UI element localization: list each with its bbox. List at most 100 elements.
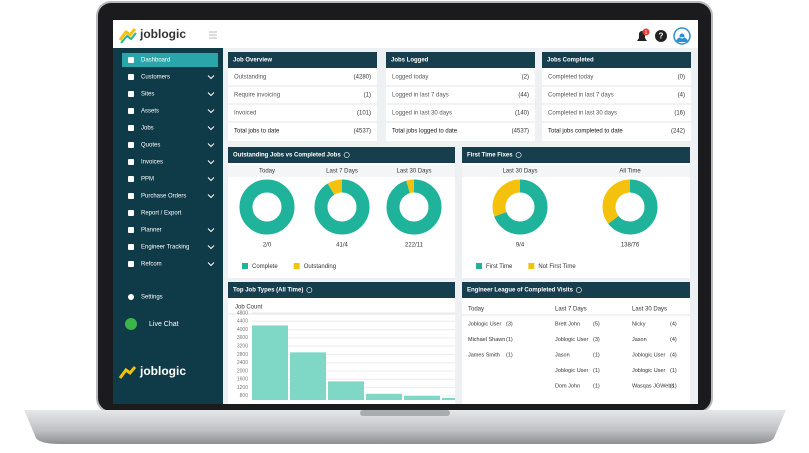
panel-title: First Time Fixes bbox=[467, 153, 513, 159]
y-tick-label: 2400 bbox=[237, 360, 248, 366]
menu-icon bbox=[128, 244, 134, 250]
menu-item[interactable]: Refcom bbox=[141, 262, 162, 268]
bar bbox=[290, 352, 326, 400]
row-value: (16) bbox=[674, 111, 685, 117]
bar bbox=[328, 381, 364, 400]
engineer-name: Jason bbox=[632, 337, 647, 343]
menu-item[interactable]: Assets bbox=[141, 109, 159, 115]
info-icon bbox=[306, 287, 313, 293]
visit-count: (1) bbox=[593, 368, 600, 374]
menu-item[interactable]: Purchase Orders bbox=[141, 194, 186, 200]
row-value: (4280) bbox=[354, 75, 371, 81]
main-content: Job Overview Outstanding (4280) Require inv… bbox=[228, 52, 691, 404]
chevron bbox=[207, 160, 215, 165]
period-label: All Time bbox=[619, 169, 641, 175]
laptop-base bbox=[24, 410, 786, 444]
legend-swatch bbox=[293, 263, 300, 269]
engineer-name: James Smith bbox=[468, 352, 500, 358]
active-item bbox=[122, 53, 218, 67]
legend-label: Complete bbox=[252, 264, 278, 270]
y-tick-label: 4000 bbox=[237, 327, 248, 333]
visit-count: (1) bbox=[506, 352, 513, 358]
visit-count: (1) bbox=[506, 337, 513, 343]
row-value: (1) bbox=[364, 93, 371, 99]
legend-label: First Time bbox=[486, 264, 513, 270]
sidebar-menu: Dashboard Customers Sites Assets Jobs Quotes I… bbox=[118, 53, 218, 379]
period-bar bbox=[462, 165, 690, 177]
menu-item[interactable]: Sites bbox=[141, 92, 154, 98]
legend-swatch bbox=[476, 263, 482, 269]
settings[interactable]: Settings bbox=[141, 295, 163, 301]
legend-swatch bbox=[528, 263, 535, 269]
menu-item[interactable]: Customers bbox=[141, 75, 170, 81]
laptop-notch bbox=[360, 410, 450, 416]
donut-segment bbox=[314, 179, 370, 235]
help-icon[interactable] bbox=[655, 30, 667, 42]
menu-item[interactable]: PPM bbox=[141, 177, 154, 183]
menu-item[interactable]: Engineer Tracking bbox=[141, 245, 189, 251]
visit-count: (4) bbox=[670, 321, 677, 327]
row-value: (140) bbox=[515, 111, 529, 117]
panel-title: Jobs Logged bbox=[391, 58, 429, 64]
menu-item[interactable]: Invoices bbox=[141, 160, 163, 166]
help-mark: ? bbox=[659, 32, 664, 41]
y-tick-label: 4400 bbox=[237, 319, 248, 325]
y-tick-label: 3600 bbox=[237, 335, 248, 341]
visit-count: (3) bbox=[506, 321, 513, 327]
row-label: Require invoicing bbox=[234, 93, 280, 99]
chat-icon bbox=[125, 318, 137, 330]
chevron bbox=[207, 194, 215, 199]
panel-title: Top Job Types (All Time) bbox=[233, 288, 303, 294]
bar bbox=[404, 395, 440, 400]
y-tick-label: 2000 bbox=[237, 368, 248, 374]
bar bbox=[442, 397, 455, 400]
engineer-name: Wasqas JGWebs bbox=[632, 383, 674, 389]
visit-count: (1) bbox=[593, 383, 600, 389]
y-tick-label: 4800 bbox=[237, 310, 248, 316]
footer-brand: joblogic bbox=[139, 364, 186, 378]
menu-icon bbox=[128, 142, 134, 148]
menu-icon bbox=[128, 159, 134, 165]
y-tick-label: 800 bbox=[240, 393, 249, 399]
donut-segment bbox=[492, 179, 548, 235]
panel-title: Jobs Completed bbox=[547, 58, 594, 64]
visit-count: (1) bbox=[593, 352, 600, 358]
menu-item[interactable]: Report / Export bbox=[141, 211, 182, 217]
menu-item[interactable]: Dashboard bbox=[141, 58, 170, 64]
panel-header bbox=[228, 52, 377, 68]
chevron bbox=[207, 177, 215, 182]
menu-toggle[interactable] bbox=[209, 31, 217, 39]
chevron bbox=[207, 92, 215, 97]
menu-item[interactable]: Planner bbox=[141, 228, 162, 234]
period-label: Today bbox=[259, 169, 275, 175]
top-bar bbox=[113, 20, 698, 48]
visit-count: (4) bbox=[670, 337, 677, 343]
period-label: Last 30 Days bbox=[396, 169, 431, 175]
chevron bbox=[207, 262, 215, 267]
row-label: Logged today bbox=[392, 75, 428, 81]
visit-count: (5) bbox=[593, 321, 600, 327]
row-label: Outstanding bbox=[234, 75, 266, 81]
donut-segment bbox=[602, 179, 658, 235]
row-label: Logged in last 30 days bbox=[392, 111, 452, 117]
y-tick-label: 3200 bbox=[237, 343, 248, 349]
row-value: (44) bbox=[518, 93, 529, 99]
engineer-name: Michael Shawn bbox=[468, 337, 505, 343]
period-label: Last 30 Days bbox=[502, 169, 537, 175]
legend-label: Not First Time bbox=[538, 264, 576, 270]
y-tick-label: 1200 bbox=[237, 385, 248, 391]
panel-header bbox=[386, 52, 535, 68]
avatar-figure bbox=[676, 33, 688, 42]
chevron bbox=[207, 245, 215, 250]
row-label: Total jobs logged to date bbox=[392, 129, 458, 135]
engineer-name: Joblogic User bbox=[555, 368, 588, 374]
menu-icon bbox=[128, 125, 134, 131]
row-value: (4537) bbox=[354, 129, 371, 135]
chevron bbox=[207, 75, 215, 80]
row-label: Total jobs to date bbox=[234, 129, 280, 135]
menu-item[interactable]: Quotes bbox=[141, 143, 160, 149]
menu-item[interactable]: Jobs bbox=[141, 126, 154, 132]
menu-icon bbox=[128, 227, 134, 233]
live-chat[interactable]: Live Chat bbox=[149, 321, 179, 328]
donut-label: 9/4 bbox=[516, 243, 525, 249]
